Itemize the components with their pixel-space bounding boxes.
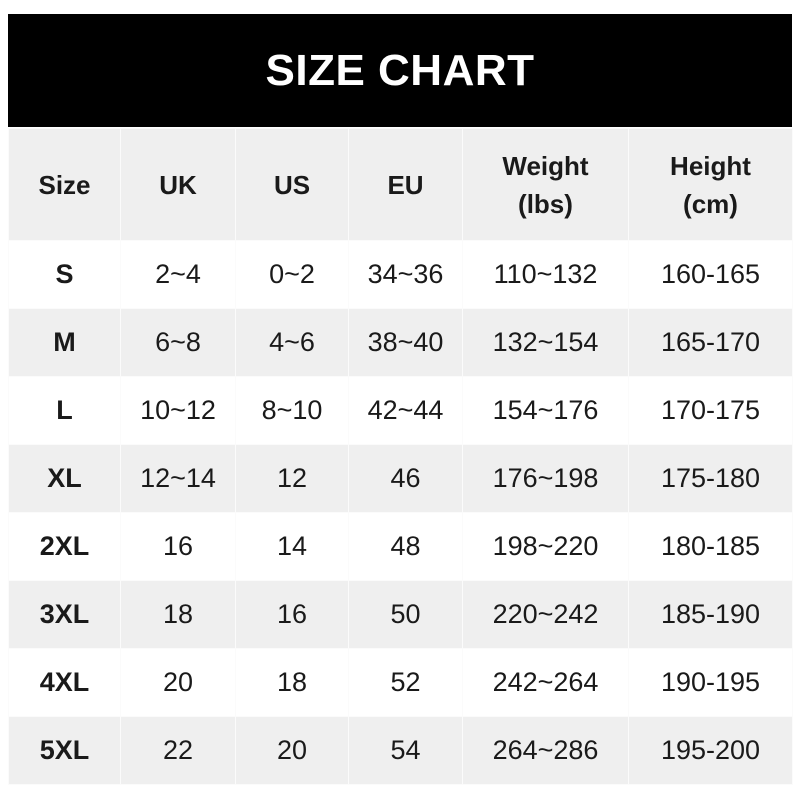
table-cell: 10~12 [120,376,236,445]
column-header: Height (cm) [628,128,793,241]
table-cell: 18 [120,580,236,649]
table-row: 4XL 20 18 52 242~264 190-195 [8,648,793,717]
table-cell: 52 [348,648,463,717]
column-header-line: Weight [502,150,589,181]
table-row: L 10~12 8~10 42~44 154~176 170-175 [8,376,793,445]
table-cell: 175-180 [628,444,793,513]
size-label-cell: L [8,376,121,445]
table-cell: 20 [235,716,349,785]
table-cell: 185-190 [628,580,793,649]
table-cell: 176~198 [462,444,629,513]
table-cell: 170-175 [628,376,793,445]
column-header-line: (lbs) [518,188,573,219]
size-label-cell: 3XL [8,580,121,649]
column-header-line: UK [159,169,197,200]
table-cell: 132~154 [462,308,629,377]
table-cell: 50 [348,580,463,649]
size-label-cell: 2XL [8,512,121,581]
table-cell: 110~132 [462,240,629,309]
table-cell: 42~44 [348,376,463,445]
table-cell: 4~6 [235,308,349,377]
table-cell: 165-170 [628,308,793,377]
size-label-cell: 4XL [8,648,121,717]
table-row: M 6~8 4~6 38~40 132~154 165-170 [8,308,793,377]
table-cell: 242~264 [462,648,629,717]
table-row: XL 12~14 12 46 176~198 175-180 [8,444,793,513]
table-cell: 46 [348,444,463,513]
column-header-line: US [273,169,311,200]
column-header: US [235,128,349,241]
table-cell: 6~8 [120,308,236,377]
table-cell: 16 [235,580,349,649]
table-cell: 22 [120,716,236,785]
table-row: 5XL 22 20 54 264~286 195-200 [8,716,793,785]
table-cell: 8~10 [235,376,349,445]
size-chart-table: Size UK US EU Weight (lbs) Height (cm) S 2~4 0~2 3… [8,128,793,785]
column-header-line: Height [670,150,751,181]
table-cell: 48 [348,512,463,581]
table-cell: 18 [235,648,349,717]
size-label-cell: 5XL [8,716,121,785]
size-label-cell: M [8,308,121,377]
column-header-line: Size [38,169,91,200]
table-cell: 34~36 [348,240,463,309]
table-cell: 14 [235,512,349,581]
table-cell: 198~220 [462,512,629,581]
table-cell: 195-200 [628,716,793,785]
size-chart-title: SIZE CHART [8,14,792,127]
column-header: Size [8,128,121,241]
table-cell: 180-185 [628,512,793,581]
table-cell: 160-165 [628,240,793,309]
table-cell: 12~14 [120,444,236,513]
table-cell: 54 [348,716,463,785]
table-cell: 220~242 [462,580,629,649]
column-header: Weight (lbs) [462,128,629,241]
table-cell: 20 [120,648,236,717]
column-header: EU [348,128,463,241]
table-cell: 38~40 [348,308,463,377]
table-row: 2XL 16 14 48 198~220 180-185 [8,512,793,581]
table-cell: 154~176 [462,376,629,445]
table-cell: 12 [235,444,349,513]
column-header: UK [120,128,236,241]
size-label-cell: XL [8,444,121,513]
column-header-line: EU [387,169,424,200]
table-cell: 2~4 [120,240,236,309]
table-row: 3XL 18 16 50 220~242 185-190 [8,580,793,649]
size-label-cell: S [8,240,121,309]
table-cell: 264~286 [462,716,629,785]
table-cell: 16 [120,512,236,581]
table-row: S 2~4 0~2 34~36 110~132 160-165 [8,240,793,309]
table-cell: 190-195 [628,648,793,717]
column-header-line: (cm) [683,188,738,219]
table-cell: 0~2 [235,240,349,309]
header-row: Size UK US EU Weight (lbs) Height (cm) [8,128,793,241]
